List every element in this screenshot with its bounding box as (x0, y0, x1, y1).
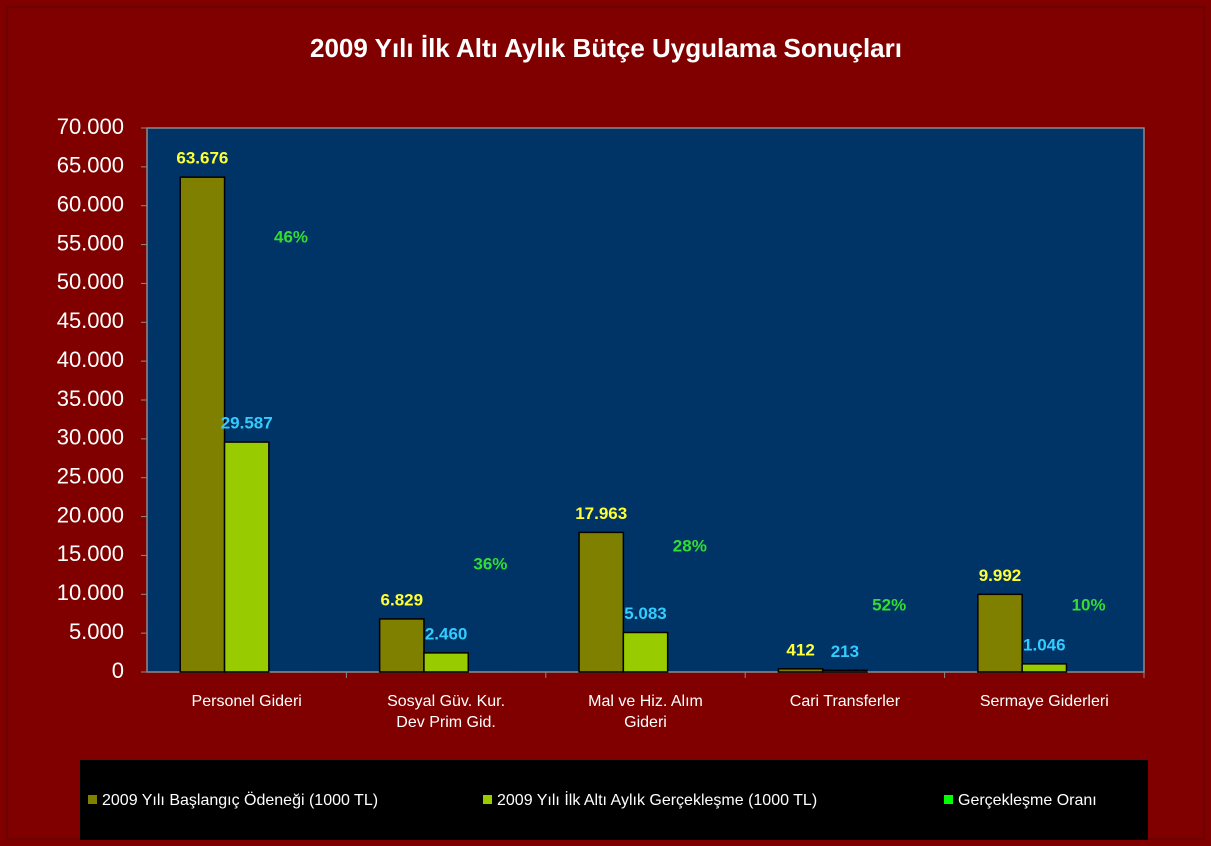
legend-marker (88, 795, 97, 804)
data-label: 412 (786, 640, 814, 659)
bar (423, 652, 470, 673)
data-label: 10% (1072, 595, 1106, 614)
bar (223, 441, 270, 673)
x-tick-label: Cari Transferler (789, 693, 901, 710)
chart-title: 2009 Yılı İlk Altı Aylık Bütçe Uygulama … (310, 33, 902, 63)
x-tick-label: Sosyal Güv. Kur. Dev Prim Gid. (387, 693, 506, 731)
y-tick-label: 10.000 (57, 580, 124, 605)
x-tick-label: Personel Gideri (191, 693, 302, 710)
data-label: 28% (673, 536, 707, 555)
data-label: 36% (473, 554, 507, 573)
legend-label: Gerçekleşme Oranı (958, 792, 1097, 809)
y-tick-label: 5.000 (69, 619, 124, 644)
y-tick-label: 55.000 (57, 230, 124, 255)
bar (1021, 663, 1068, 673)
bar (179, 176, 226, 673)
y-tick-label: 25.000 (57, 464, 124, 489)
legend-label: 2009 Yılı Başlangıç Ödeneği (1000 TL) (102, 791, 378, 809)
y-tick-label: 0 (112, 658, 124, 683)
data-label: 2.460 (425, 624, 468, 643)
bar (777, 668, 824, 673)
data-label: 213 (831, 642, 859, 661)
bar (578, 531, 625, 673)
legend-box (80, 760, 1148, 840)
y-tick-label: 70.000 (57, 114, 124, 139)
y-tick-label: 50.000 (57, 269, 124, 294)
data-label: 63.676 (176, 149, 228, 168)
legend-marker (483, 795, 492, 804)
bar (622, 631, 669, 673)
data-label: 17.963 (575, 504, 627, 523)
y-tick-label: 60.000 (57, 192, 124, 217)
bar (822, 669, 868, 673)
y-tick-label: 30.000 (57, 425, 124, 450)
data-label: 6.829 (381, 590, 424, 609)
data-label: 5.083 (624, 604, 667, 623)
data-label: 1.046 (1023, 635, 1066, 654)
legend-label: 2009 Yılı İlk Altı Aylık Gerçekleşme (10… (497, 790, 817, 809)
y-tick-label: 20.000 (57, 502, 124, 527)
y-tick-label: 15.000 (57, 541, 124, 566)
data-label: 9.992 (979, 566, 1022, 585)
bar (977, 593, 1023, 673)
y-tick-label: 35.000 (57, 386, 124, 411)
data-label: 46% (274, 227, 308, 246)
x-tick-label: Mal ve Hiz. Alım Gideri (588, 693, 703, 731)
data-label: 52% (872, 595, 906, 614)
data-label: 29.587 (221, 414, 273, 433)
y-tick-label: 40.000 (57, 347, 124, 372)
y-tick-label: 45.000 (57, 308, 124, 333)
x-tick-label: Sermaye Giderleri (979, 693, 1109, 710)
y-tick-label: 65.000 (57, 153, 124, 178)
legend-marker (944, 795, 953, 804)
bar (378, 618, 425, 673)
plot-area (146, 127, 1145, 673)
